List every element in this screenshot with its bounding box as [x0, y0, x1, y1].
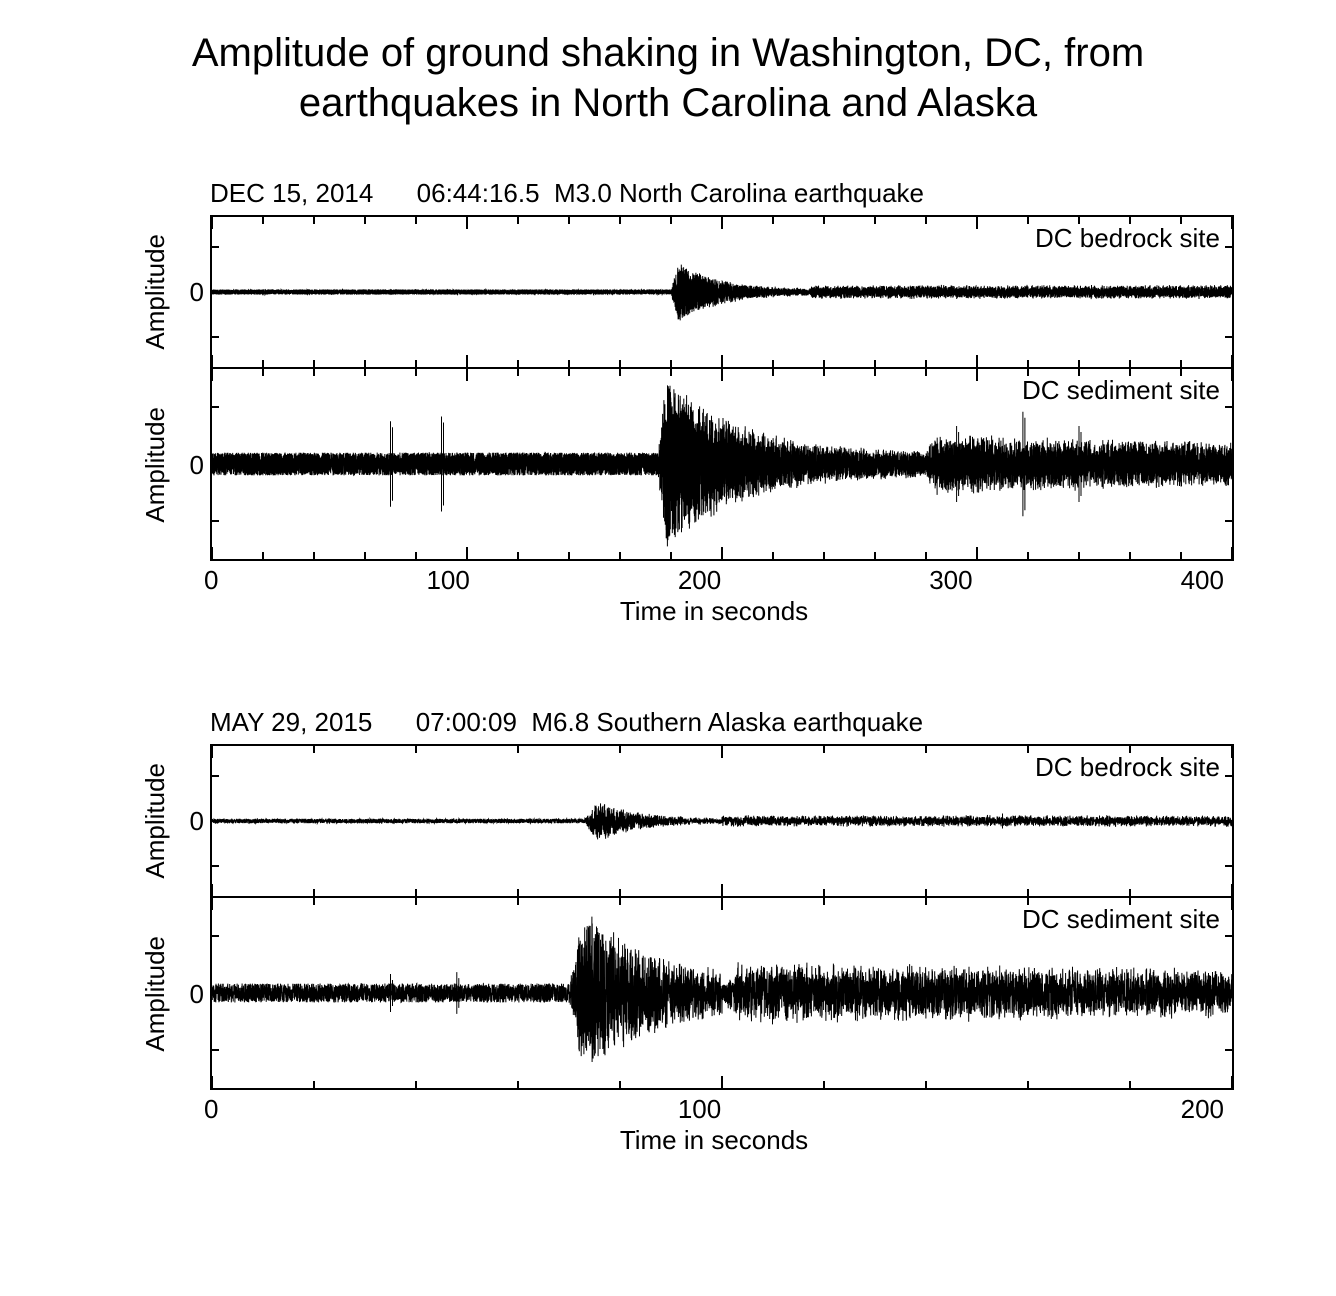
panel-title: MAY 29, 2015 07:00:09 M6.8 Southern Alas…: [210, 707, 1296, 738]
panel-title: DEC 15, 2014 06:44:16.5 M3.0 North Carol…: [210, 178, 1296, 209]
panel-row: Amplitude0 DC sediment site: [140, 898, 1296, 1090]
panel-row: Amplitude0 DC bedrock site: [140, 215, 1296, 369]
main-title: Amplitude of ground shaking in Washingto…: [93, 28, 1243, 128]
x-tick-labels: 0 100 200 300 400: [204, 565, 1224, 596]
seismogram-plot: DC bedrock site: [210, 215, 1234, 369]
y-tick-zero: 0: [174, 979, 210, 1010]
x-tick-label: 200: [1181, 1094, 1224, 1125]
x-tick-labels: 0 100 200: [204, 1094, 1224, 1125]
y-axis-label: Amplitude: [140, 234, 172, 350]
site-annotation: DC sediment site: [1022, 904, 1220, 935]
x-tick-label: 300: [929, 565, 972, 596]
x-tick-label: 100: [678, 1094, 721, 1125]
y-axis-label: Amplitude: [140, 936, 172, 1052]
x-tick-label: 400: [1181, 565, 1224, 596]
panel-row: Amplitude0 DC bedrock site: [140, 744, 1296, 898]
x-axis-label: Time in seconds: [204, 596, 1224, 627]
x-tick-label: 0: [204, 1094, 218, 1125]
figure-block: DEC 15, 2014 06:44:16.5 M3.0 North Carol…: [140, 178, 1296, 627]
site-annotation: DC sediment site: [1022, 375, 1220, 406]
seismogram-plot: DC bedrock site: [210, 744, 1234, 898]
seismogram-plot: DC sediment site: [210, 898, 1234, 1090]
x-tick-label: 200: [678, 565, 721, 596]
site-annotation: DC bedrock site: [1035, 223, 1220, 254]
x-tick-label: 0: [204, 565, 218, 596]
y-axis-label: Amplitude: [140, 407, 172, 523]
y-axis-label: Amplitude: [140, 763, 172, 879]
x-axis: 0 100 200 300 400Time in seconds: [204, 561, 1296, 627]
site-annotation: DC bedrock site: [1035, 752, 1220, 783]
x-axis: 0 100 200Time in seconds: [204, 1090, 1296, 1156]
y-tick-zero: 0: [174, 450, 210, 481]
figure-block: MAY 29, 2015 07:00:09 M6.8 Southern Alas…: [140, 707, 1296, 1156]
figures-container: DEC 15, 2014 06:44:16.5 M3.0 North Carol…: [40, 178, 1296, 1156]
y-tick-zero: 0: [174, 277, 210, 308]
seismogram-plot: DC sediment site: [210, 369, 1234, 561]
page: Amplitude of ground shaking in Washingto…: [0, 0, 1336, 1296]
x-tick-label: 100: [426, 565, 469, 596]
x-axis-label: Time in seconds: [204, 1125, 1224, 1156]
y-tick-zero: 0: [174, 806, 210, 837]
panel-row: Amplitude0 DC sediment site: [140, 369, 1296, 561]
